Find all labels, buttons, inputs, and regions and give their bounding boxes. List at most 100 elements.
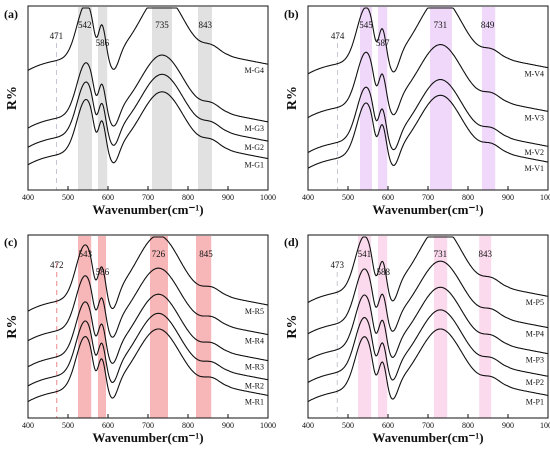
x-tick-label: 1000 — [260, 421, 276, 430]
series-line-m-r5 — [27, 236, 269, 312]
panel-label: (b) — [284, 7, 299, 21]
peak-annotation: 735 — [155, 20, 169, 30]
y-axis-label: R% — [285, 86, 300, 110]
plot-frame — [307, 234, 549, 419]
plot-frame — [27, 5, 269, 191]
series-label: M-G2 — [244, 143, 264, 152]
peak-annotation: 845 — [199, 249, 213, 259]
series-label: M-R1 — [245, 397, 264, 406]
series-label: M-G3 — [244, 124, 264, 133]
highlight-band — [434, 236, 448, 418]
series-label: M-V2 — [524, 148, 544, 157]
x-tick-label: 500 — [62, 421, 74, 430]
series-label: M-G4 — [244, 66, 264, 75]
x-tick-label: 600 — [382, 193, 394, 202]
x-tick-label: 900 — [222, 421, 234, 430]
highlight-band — [196, 236, 212, 418]
highlight-band — [198, 7, 212, 190]
highlight-band — [479, 236, 492, 418]
panel-3: M-R5 M-R4 M-R3 M-R2 M-R1 472 543 586 726 845 400 50… — [4, 234, 276, 445]
highlight-band — [378, 236, 388, 418]
series-line-m-g3 — [27, 54, 269, 129]
peak-annotation: 731 — [434, 20, 448, 30]
peak-annotation: 843 — [198, 20, 212, 30]
series-line-m-v4 — [307, 7, 549, 75]
x-tick-label: 400 — [22, 193, 34, 202]
series-label: M-P5 — [526, 298, 544, 307]
series-label: M-V4 — [524, 70, 544, 79]
x-tick-label: 700 — [422, 421, 434, 430]
panel-4: M-P5 M-P4 M-P3 M-P2 M-P1 473 541 588 731 843 400 50… — [284, 234, 550, 445]
series-label: M-P4 — [526, 330, 544, 339]
peak-annotation: 542 — [78, 20, 92, 30]
peak-annotation: 588 — [376, 267, 390, 277]
series-line-m-v2 — [307, 79, 549, 153]
highlight-band — [150, 236, 168, 418]
peak-annotation: 474 — [331, 31, 345, 41]
x-tick-label: 1000 — [260, 193, 276, 202]
highlight-band — [78, 7, 92, 190]
x-tick-label: 400 — [302, 421, 314, 430]
panel-label: (d) — [284, 235, 299, 249]
highlight-band — [378, 7, 388, 190]
series-line-m-v1 — [307, 94, 549, 169]
series-label: M-R4 — [245, 336, 264, 345]
peak-annotation: 843 — [478, 249, 492, 259]
peak-annotation: 473 — [330, 260, 344, 270]
peak-annotation: 543 — [78, 249, 92, 259]
series-line-m-p1 — [307, 328, 549, 403]
x-tick-label: 700 — [142, 421, 154, 430]
x-tick-label: 600 — [382, 421, 394, 430]
series-line-m-p4 — [307, 260, 549, 335]
series-line-m-r3 — [27, 293, 269, 368]
x-tick-label: 1000 — [540, 421, 550, 430]
x-tick-label: 1000 — [540, 193, 550, 202]
series-label: M-R5 — [245, 307, 264, 316]
highlight-band — [152, 7, 172, 190]
y-axis-label: R% — [5, 314, 20, 338]
peak-annotation: 849 — [481, 20, 495, 30]
series-line-m-g4 — [27, 7, 269, 71]
x-axis-label: Wavenumber(cm⁻¹) — [92, 430, 203, 445]
x-tick-label: 700 — [142, 193, 154, 202]
peak-annotation: 586 — [96, 267, 110, 277]
series-line-m-v3 — [307, 44, 549, 119]
x-tick-label: 500 — [342, 193, 354, 202]
peak-annotation: 471 — [50, 31, 64, 41]
series-line-m-p5 — [307, 236, 549, 303]
series-label: M-P1 — [526, 397, 544, 406]
highlight-band — [360, 7, 372, 190]
x-axis-label: Wavenumber(cm⁻¹) — [92, 202, 203, 217]
x-tick-label: 600 — [102, 421, 114, 430]
highlight-band — [358, 236, 372, 418]
panel-label: (a) — [4, 7, 18, 21]
series-line-m-p3 — [307, 286, 549, 361]
peak-annotation: 541 — [358, 249, 372, 259]
series-label: M-V1 — [524, 164, 544, 173]
x-tick-label: 400 — [302, 193, 314, 202]
y-axis-label: R% — [5, 86, 20, 110]
x-tick-label: 900 — [502, 421, 514, 430]
series-label: M-P3 — [526, 356, 544, 365]
peak-annotation: 731 — [434, 249, 448, 259]
x-tick-label: 800 — [462, 193, 474, 202]
x-tick-label: 800 — [182, 193, 194, 202]
series-line-m-g2 — [27, 73, 269, 148]
highlight-band — [98, 236, 106, 418]
peak-annotation: 726 — [152, 249, 166, 259]
x-tick-label: 600 — [102, 193, 114, 202]
x-axis-label: Wavenumber(cm⁻¹) — [372, 202, 483, 217]
x-axis-label: Wavenumber(cm⁻¹) — [372, 430, 483, 445]
highlight-band — [482, 7, 496, 190]
x-tick-label: 900 — [222, 193, 234, 202]
highlight-band — [98, 7, 108, 190]
series-label: M-V3 — [524, 113, 544, 122]
peak-annotation: 586 — [96, 38, 110, 48]
series-line-m-p2 — [307, 309, 549, 383]
series-label: M-R2 — [245, 382, 264, 391]
panel-label: (c) — [4, 235, 17, 249]
x-tick-label: 700 — [422, 193, 434, 202]
series-label: M-P2 — [526, 378, 544, 387]
